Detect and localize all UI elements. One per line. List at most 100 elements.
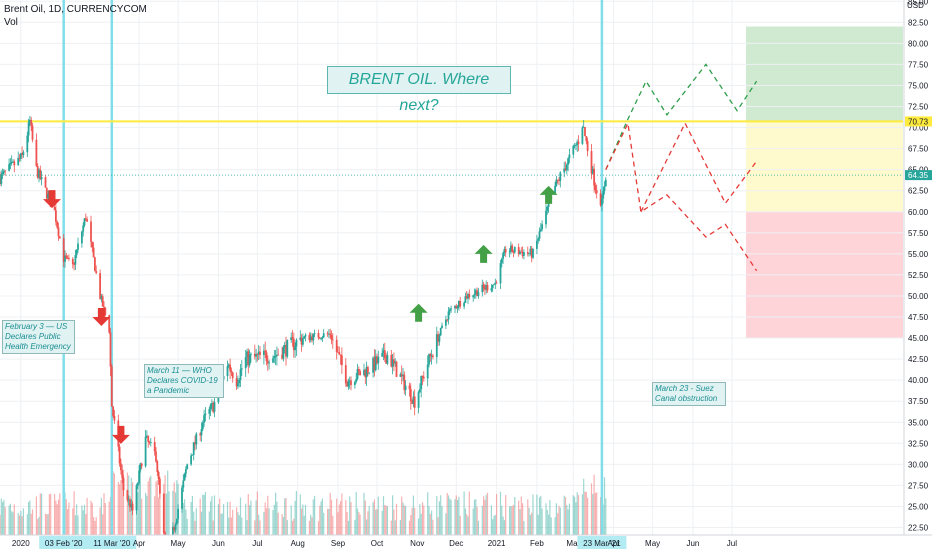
volume-bar [603, 477, 606, 535]
volume-bar [472, 508, 474, 535]
candle-body [493, 284, 495, 286]
volume-bar [558, 505, 560, 535]
candle-body [199, 433, 202, 436]
candle-body [494, 282, 497, 285]
candle-body [459, 300, 462, 307]
price-tick-label: 37.50 [908, 397, 929, 406]
candle-body [500, 258, 503, 264]
volume-bar [501, 505, 503, 535]
volume-bar [554, 517, 556, 535]
candle-body [203, 415, 205, 423]
price-tick-label: 55.00 [908, 250, 929, 259]
candle-body [248, 354, 251, 366]
volume-bar [436, 496, 438, 535]
volume-bar [548, 514, 550, 535]
candle-body [77, 243, 79, 250]
volume-bar [281, 513, 283, 535]
candle-body [148, 441, 151, 443]
volume-bar [358, 511, 360, 535]
candle-body [428, 354, 430, 365]
volume-bar [81, 505, 83, 535]
volume-bar [418, 518, 420, 535]
candle-body [473, 293, 476, 296]
candle-body [181, 487, 183, 509]
candle-body [481, 284, 484, 293]
candle-body [539, 229, 542, 232]
candle-body [13, 161, 16, 166]
volume-bar [376, 508, 378, 535]
zone-green-0 [746, 26, 903, 122]
volume-bar [165, 493, 167, 535]
candle-body [523, 252, 525, 256]
candle-body [484, 287, 486, 290]
candle-body [485, 285, 488, 290]
candle-body [200, 429, 203, 436]
price-tick-label: 80.00 [908, 39, 929, 48]
volume-bar [567, 509, 569, 535]
candle-body [520, 251, 523, 253]
volume-bar [520, 496, 522, 535]
volume-bar [327, 508, 329, 535]
volume-bar [596, 492, 598, 535]
volume-bar [355, 491, 357, 535]
volume-bar [286, 520, 288, 535]
volume-bar [476, 506, 478, 535]
volume-bar [158, 497, 160, 535]
volume-bar [438, 501, 440, 535]
volume-bar [550, 517, 552, 535]
candle-body [173, 526, 176, 531]
candle-body [403, 374, 406, 391]
volume-bar [431, 510, 433, 535]
volume-bar [394, 520, 396, 535]
candle-body [21, 153, 23, 155]
candle-body [394, 361, 397, 364]
time-tick-label: Jun [686, 539, 699, 548]
candle-body [521, 252, 524, 256]
price-tick-label: 52.50 [908, 271, 929, 280]
volume-bar [174, 492, 177, 535]
candle-body [595, 190, 598, 194]
volume-bar [129, 496, 131, 535]
price-tick-label: 27.50 [908, 481, 929, 490]
volume-bar [493, 515, 495, 535]
volume-bar [282, 516, 284, 535]
candle-body [591, 168, 594, 174]
candle-body [118, 446, 121, 464]
volume-bar [312, 499, 314, 535]
candle-body [91, 241, 94, 248]
volume-bar [236, 507, 238, 535]
price-tick-label: 35.00 [908, 418, 929, 427]
candle-body [329, 333, 332, 336]
candle-body [213, 402, 216, 412]
volume-bar [509, 506, 511, 535]
volume-bar [100, 497, 102, 535]
time-tick-label: May [171, 539, 186, 548]
time-axis[interactable]: 2020 03 Feb '20 11 Mar '20 Apr May Jun Jul Aug S… [0, 534, 932, 550]
candle-body [437, 334, 439, 342]
volume-bar [514, 496, 516, 535]
price-axis[interactable]: 22.50 25.00 27.50 30.00 32.50 35.00 37.50 40.00… [903, 0, 932, 550]
volume-bar [341, 493, 343, 535]
volume-bar [350, 502, 352, 535]
volume-bar [210, 501, 212, 535]
candle-body [538, 231, 541, 239]
price-tick-label: 77.50 [908, 60, 929, 69]
candle-body [246, 351, 248, 358]
candle-body [211, 403, 213, 405]
volume-bar [536, 494, 538, 535]
candle-body [335, 339, 338, 352]
candle-body [402, 374, 404, 377]
candle-body [510, 245, 512, 252]
volume-bar [9, 503, 11, 535]
candle-body [532, 248, 534, 258]
volume-bar [0, 498, 2, 535]
scenario-path-2 [640, 121, 758, 213]
candle-body [357, 369, 360, 372]
volume-bar [405, 506, 407, 535]
candle-body [448, 309, 451, 312]
candle-body [385, 358, 387, 364]
candle-body [312, 333, 315, 341]
volume-bar [73, 491, 75, 535]
volume-bar [190, 501, 192, 535]
